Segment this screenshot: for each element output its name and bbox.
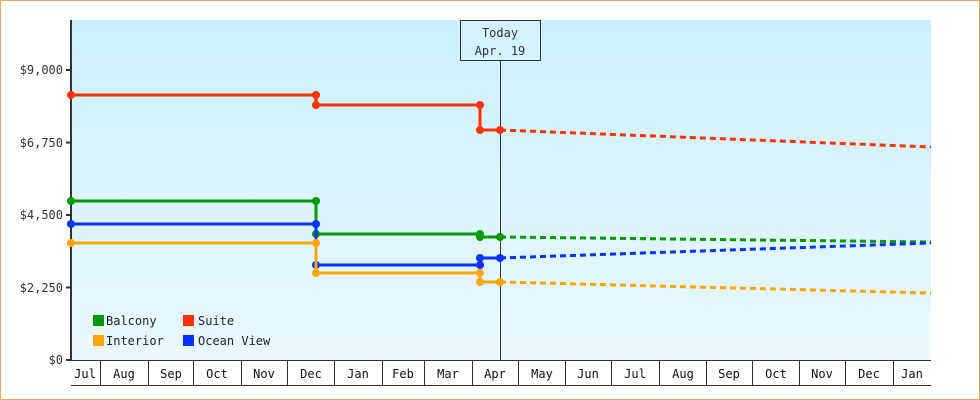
legend-swatch-suite — [183, 315, 194, 326]
svg-text:Oct: Oct — [765, 367, 787, 381]
legend-swatch-interior — [93, 335, 104, 346]
svg-text:Apr: Apr — [484, 367, 506, 381]
legend-swatch-balcony — [93, 315, 104, 326]
ocean-view-markers — [67, 220, 504, 269]
y-tick-labels: $9,000 $6,750 $4,500 $2,250 $0 — [20, 63, 63, 367]
y-ticks — [66, 69, 71, 361]
legend-label-balcony: Balcony — [106, 314, 157, 328]
svg-text:$0: $0 — [49, 353, 63, 367]
svg-text:Jul: Jul — [74, 367, 96, 381]
svg-text:Dec: Dec — [858, 367, 880, 381]
svg-text:Sep: Sep — [160, 367, 182, 381]
suite-markers — [67, 91, 504, 134]
series-ocean-view — [67, 220, 932, 269]
legend-label-ocean-view: Ocean View — [198, 334, 271, 348]
today-date: Apr. 19 — [475, 44, 526, 58]
svg-text:Aug: Aug — [113, 367, 135, 381]
svg-text:Dec: Dec — [300, 367, 322, 381]
legend-label-suite: Suite — [198, 314, 234, 328]
svg-text:Jun: Jun — [577, 367, 599, 381]
today-label: Today — [482, 26, 518, 40]
svg-text:Nov: Nov — [253, 367, 275, 381]
svg-text:Feb: Feb — [392, 367, 414, 381]
series-suite — [67, 91, 932, 149]
series-balcony — [67, 197, 932, 244]
svg-text:May: May — [531, 367, 553, 381]
series-interior — [67, 239, 932, 295]
svg-text:Mar: Mar — [437, 367, 459, 381]
legend-swatch-ocean-view — [183, 335, 194, 346]
legend-label-interior: Interior — [106, 334, 164, 348]
x-tick-labels: Jul Aug Sep Oct Nov Dec Jan Feb Mar Apr … — [74, 367, 923, 381]
svg-text:Nov: Nov — [811, 367, 833, 381]
svg-text:Jan: Jan — [347, 367, 369, 381]
interior-markers — [67, 239, 504, 286]
svg-text:Aug: Aug — [672, 367, 694, 381]
x-axis — [71, 360, 931, 386]
svg-text:Oct: Oct — [206, 367, 228, 381]
svg-text:Jan: Jan — [901, 367, 923, 381]
svg-text:Jul: Jul — [624, 367, 646, 381]
svg-text:$2,250: $2,250 — [20, 281, 63, 295]
today-box — [460, 20, 541, 61]
svg-text:Sep: Sep — [718, 367, 740, 381]
legend: Balcony Suite Interior Ocean View — [93, 314, 271, 348]
svg-text:$9,000: $9,000 — [20, 63, 63, 77]
svg-text:$4,500: $4,500 — [20, 208, 63, 222]
svg-text:$6,750: $6,750 — [20, 136, 63, 150]
